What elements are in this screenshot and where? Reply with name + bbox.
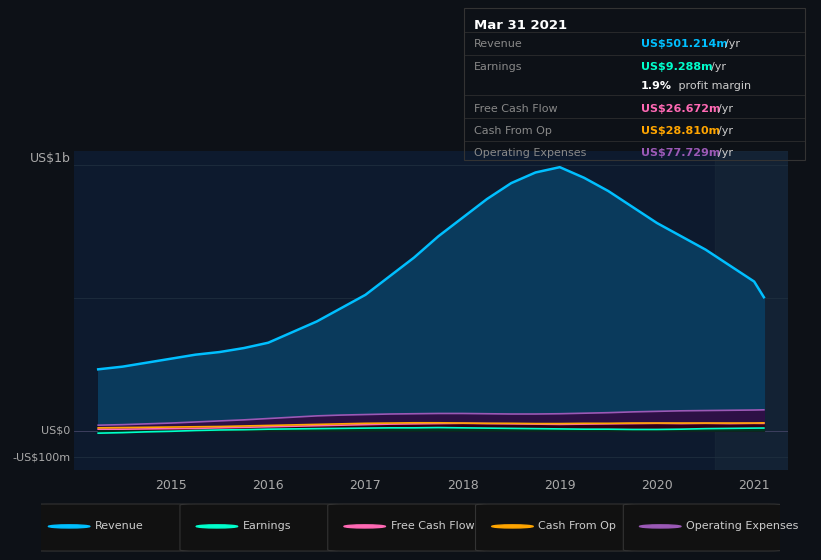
Text: US$1b: US$1b [30,152,71,165]
FancyBboxPatch shape [623,504,783,551]
Text: Earnings: Earnings [243,521,291,531]
Text: US$28.810m: US$28.810m [641,126,720,136]
Text: Revenue: Revenue [474,39,523,49]
Text: US$0: US$0 [41,426,71,436]
Text: /yr: /yr [710,62,726,72]
FancyBboxPatch shape [328,504,488,551]
Text: Earnings: Earnings [474,62,523,72]
Text: 1.9%: 1.9% [641,81,672,91]
Circle shape [640,525,681,528]
Text: /yr: /yr [718,148,732,158]
Text: Free Cash Flow: Free Cash Flow [391,521,475,531]
FancyBboxPatch shape [475,504,635,551]
Text: Cash From Op: Cash From Op [539,521,617,531]
Text: US$26.672m: US$26.672m [641,104,721,114]
Text: profit margin: profit margin [675,81,751,91]
Text: Free Cash Flow: Free Cash Flow [474,104,557,114]
Text: US$9.288m: US$9.288m [641,62,713,72]
Text: Revenue: Revenue [95,521,144,531]
Bar [715,151,788,470]
Text: US$501.214m: US$501.214m [641,39,728,49]
Text: Cash From Op: Cash From Op [474,126,552,136]
Text: Operating Expenses: Operating Expenses [686,521,799,531]
FancyBboxPatch shape [32,504,192,551]
Text: -US$100m: -US$100m [12,452,71,462]
Text: /yr: /yr [718,126,732,136]
Circle shape [344,525,385,528]
Text: Mar 31 2021: Mar 31 2021 [474,19,567,32]
Circle shape [48,525,89,528]
Text: /yr: /yr [718,104,732,114]
Circle shape [492,525,533,528]
FancyBboxPatch shape [180,504,340,551]
Text: US$77.729m: US$77.729m [641,148,720,158]
Text: /yr: /yr [725,39,740,49]
Text: Operating Expenses: Operating Expenses [474,148,586,158]
Circle shape [196,525,237,528]
